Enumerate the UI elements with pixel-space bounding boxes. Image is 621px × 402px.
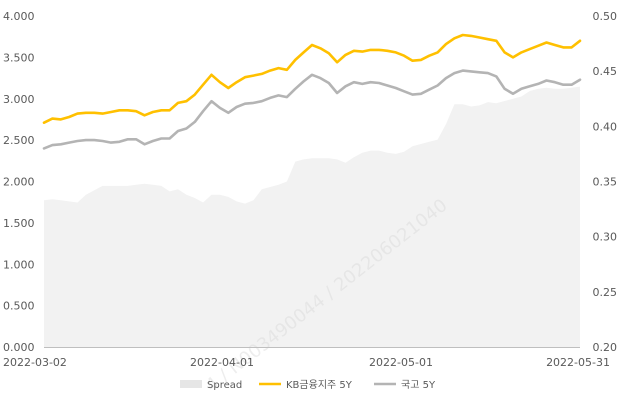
x-tick-label: 2022-04-01 xyxy=(190,356,254,369)
y-left-tick-label: 1.000 xyxy=(3,258,35,271)
series-1-line xyxy=(42,33,582,124)
plot-area: 4 / N003490044 / 20220602104​0 xyxy=(42,33,582,396)
y-left-tick-label: 1.500 xyxy=(3,217,35,230)
y-right-tick-label: 0.25 xyxy=(593,286,618,299)
y-left-tick-label: 3.000 xyxy=(3,93,35,106)
y-right-tick-label: 0.45 xyxy=(593,65,618,78)
legend: Spread KB금융지주 5Y 국고 5Y xyxy=(180,379,436,391)
legend-label-series-1: KB금융지주 5Y xyxy=(286,379,353,391)
spread-area xyxy=(44,86,580,347)
x-tick-label: 2022-03-02 xyxy=(3,356,67,369)
y-left-tick-label: 2.500 xyxy=(3,134,35,147)
y-left-tick-label: 0.000 xyxy=(3,341,35,354)
legend-swatch-spread xyxy=(180,380,202,388)
series-2-line xyxy=(42,69,582,150)
y-right-tick-label: 0.35 xyxy=(593,176,618,189)
y-left-tick-label: 4.000 xyxy=(3,10,35,23)
y-left-tick-label: 2.000 xyxy=(3,176,35,189)
y-right-tick-label: 0.40 xyxy=(593,120,618,133)
legend-label-series-0: Spread xyxy=(207,380,242,391)
y-right-tick-label: 0.50 xyxy=(593,10,618,23)
y-right-tick-label: 0.30 xyxy=(593,231,618,244)
x-tick-label: 2022-05-31 xyxy=(546,356,610,369)
legend-label-series-2: 국고 5Y xyxy=(401,379,436,391)
x-tick-label: 2022-05-01 xyxy=(369,356,433,369)
axes: 4.0003.5003.0002.5002.0001.5001.0000.500… xyxy=(3,10,617,369)
y-left-tick-label: 0.500 xyxy=(3,300,35,313)
y-right-tick-label: 0.20 xyxy=(593,341,618,354)
y-left-tick-label: 3.500 xyxy=(3,51,35,64)
